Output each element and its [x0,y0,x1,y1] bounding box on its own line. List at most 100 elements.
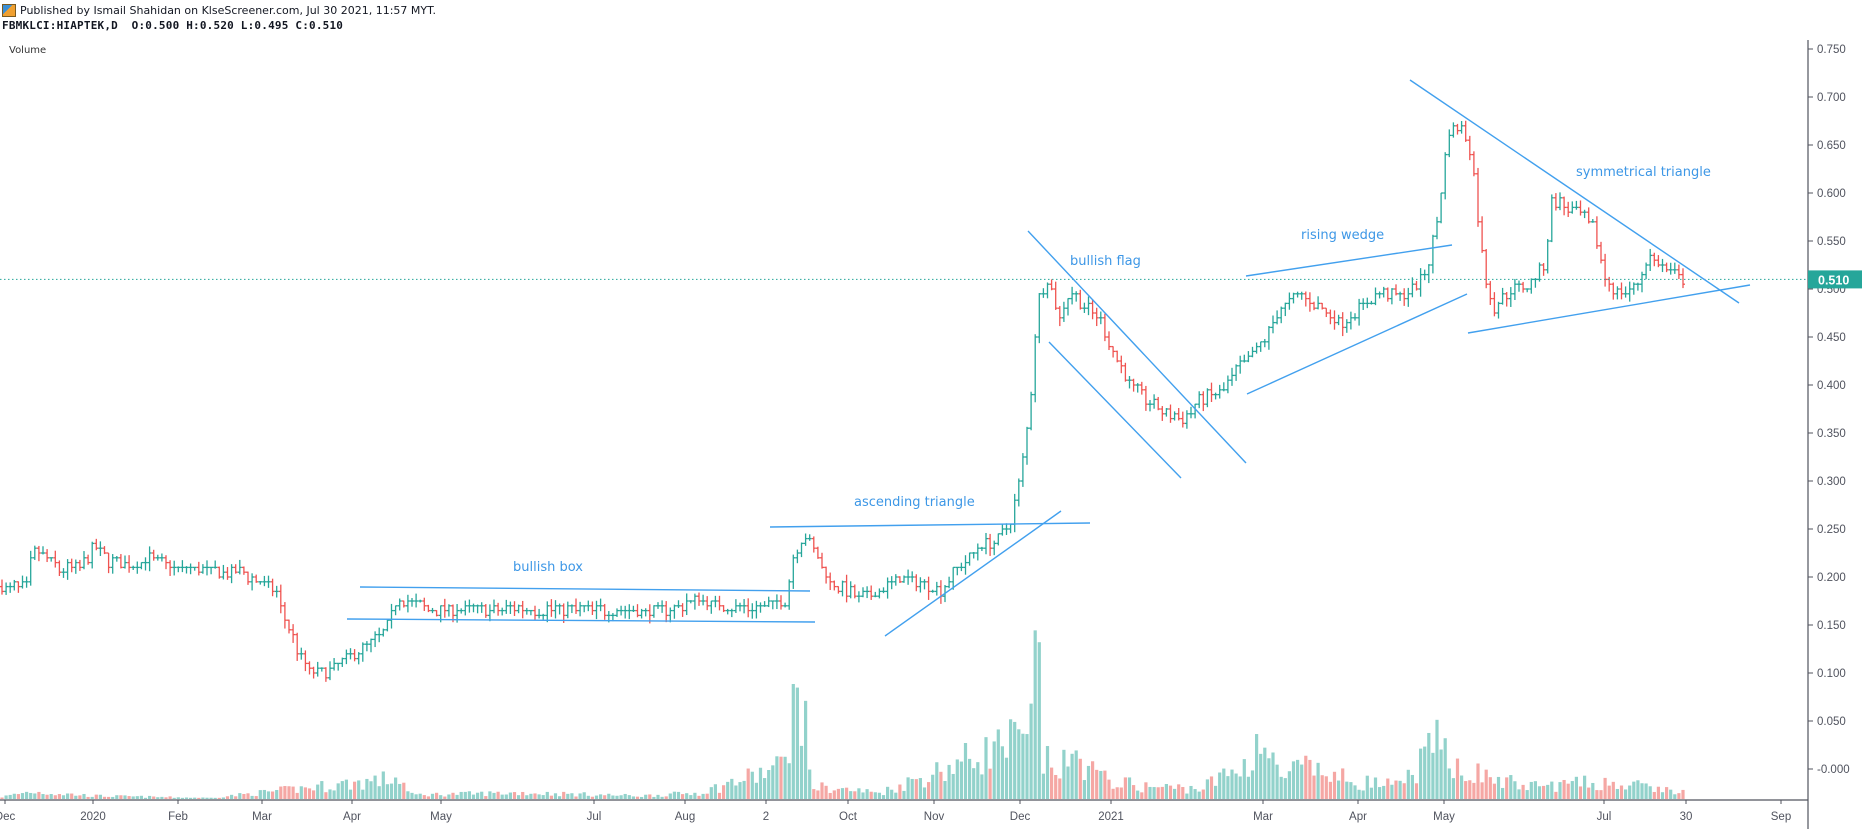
trendline[interactable] [346,618,816,623]
ohlc-bar [307,661,312,675]
ohlc-bar [319,667,324,672]
trendline[interactable] [884,510,1062,637]
pattern-rising-wedge[interactable]: rising wedge [1245,228,1468,395]
ohlc-bar [1061,301,1066,322]
ohlc-bar [323,667,328,682]
ohlc-bar [524,607,529,615]
ohlc-bar [385,619,390,632]
volume-bar [1214,785,1218,799]
volume-bar [4,795,8,799]
volume-bar [533,793,537,799]
volume-bar [1599,790,1603,799]
price-tick-label: 0.350 [1817,428,1846,440]
pattern-label[interactable]: ascending triangle [854,495,975,510]
volume-bar [1624,789,1628,799]
pattern-label[interactable]: symmetrical triangle [1576,165,1711,180]
volume-bar [1431,752,1435,799]
volume-bar [1669,789,1673,799]
volume-indicator-label[interactable]: Volume [9,45,47,56]
volume-bar [1181,787,1185,799]
ohlc-bar [1406,287,1411,307]
trendline[interactable] [1027,230,1247,464]
volume-bar [1546,784,1550,799]
ohlc-bar [1644,262,1649,280]
price-tick-label: -0.000 [1817,764,1850,776]
ohlc-bar [229,564,234,584]
ohlc-bar [1119,355,1124,374]
volume-bar [763,778,767,799]
ohlc-bar [1045,282,1050,299]
volume-bar [664,796,668,799]
trendline[interactable] [359,586,811,592]
pattern-bullish-flag[interactable]: bullish flag [1027,230,1247,479]
pattern-label[interactable]: bullish box [513,560,583,575]
volume-bar [1390,784,1394,799]
volume-bar [381,771,385,799]
volume-bar [1107,779,1111,799]
ohlc-bar [36,545,41,562]
volume-bar [189,797,193,799]
pattern-drawings[interactable]: bullish box ascending triangle bullish fla… [346,79,1751,637]
volume-bar [1177,784,1181,799]
ohlc-bar [988,533,993,556]
trendline[interactable] [1048,341,1182,479]
volume-bar [1296,759,1300,799]
volume-bar [471,794,476,799]
pattern-bullish-box[interactable]: bullish box [346,560,816,623]
volume-bar [857,788,861,799]
volume-bar [918,778,922,799]
ohlc-bar [1180,411,1185,428]
time-tick-label: Nov [924,811,945,823]
volume-bar [53,795,57,799]
time-tick-label: Dec [1010,811,1031,823]
volume-bar [102,796,107,799]
volume-bar [184,797,189,799]
trendline[interactable] [1245,244,1453,277]
time-axis[interactable]: Dec 2020 Feb Mar Apr May Jul Aug 2 Oct Nov Dec 2021 M… [0,799,1808,823]
volume-bar [283,786,287,799]
ohlc-bar [676,600,681,609]
trendline[interactable] [1467,284,1751,334]
ohlc-bar [1492,292,1497,317]
ohlc-bar [1558,192,1562,211]
volume-bar [168,796,172,799]
ohlc-bar [750,603,755,619]
volume-bar [1304,755,1308,799]
ohlc-bar [32,545,37,560]
volume-bar [566,793,570,799]
ohlc-bar [815,546,820,559]
volume-bar [648,794,652,799]
price-axis[interactable]: 0.7500.7000.6500.6000.5500.5000.4500.400… [1807,40,1850,829]
pattern-label[interactable]: rising wedge [1301,228,1384,243]
ohlc-bar [1459,121,1464,134]
volume-bar [1521,784,1525,799]
volume-bar [1550,781,1554,799]
trendline[interactable] [1409,79,1740,304]
trendline[interactable] [769,522,1091,528]
ohlc-bar [1435,216,1439,240]
ohlc-bar [1656,255,1661,268]
ohlc-bar [1623,286,1628,298]
trendline[interactable] [1246,293,1468,395]
volume-bar [590,796,594,799]
volume-bar [816,790,820,799]
pattern-ascending-triangle[interactable]: ascending triangle [769,495,1091,637]
ohlc-bar [1603,253,1608,287]
volume-bar [258,790,262,799]
volume-bar [230,794,234,799]
volume-bar [49,794,53,799]
volume-bar [365,778,369,799]
ohlc-bar [578,601,583,617]
ohlc-bar [73,559,78,574]
pattern-label[interactable]: bullish flag [1070,254,1141,269]
ohlc-bar [1414,280,1419,291]
ohlc-bar [979,546,984,552]
volume-bar [152,796,156,799]
time-tick-label: Jul [587,811,602,823]
volume-bar [242,793,246,799]
pattern-symmetrical-triangle[interactable]: symmetrical triangle [1409,79,1751,334]
volume-bar [1115,787,1119,799]
ohlc-bar [69,558,74,573]
volume-bar [1013,721,1017,799]
